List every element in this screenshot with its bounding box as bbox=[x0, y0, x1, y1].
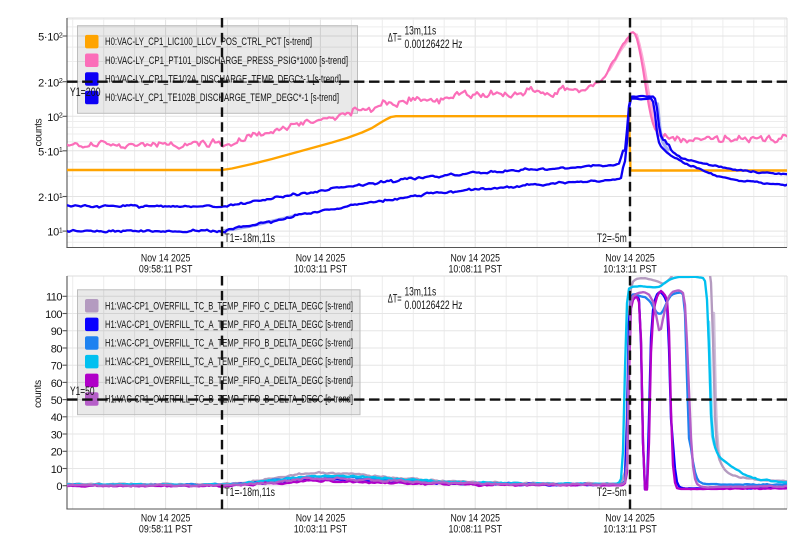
svg-text:0: 0 bbox=[56, 481, 62, 493]
svg-text:80: 80 bbox=[51, 343, 63, 355]
svg-text:H1:VAC-CP1_OVERFILL_TC_A_TEMP_: H1:VAC-CP1_OVERFILL_TC_A_TEMP_FIFO_A_DEL… bbox=[105, 319, 353, 331]
svg-text:Nov 14 2025: Nov 14 2025 bbox=[451, 513, 501, 525]
svg-text:Nov 14 2025: Nov 14 2025 bbox=[451, 253, 501, 265]
svg-text:counts: counts bbox=[33, 380, 44, 408]
svg-text:10: 10 bbox=[51, 464, 63, 476]
svg-text:13m,11s: 13m,11s bbox=[405, 26, 437, 38]
svg-text:30: 30 bbox=[51, 429, 63, 441]
svg-text:T2=-5m: T2=-5m bbox=[597, 485, 627, 499]
svg-text:T1=-18m,11s: T1=-18m,11s bbox=[224, 231, 275, 245]
svg-text:Nov 14 2025: Nov 14 2025 bbox=[605, 513, 655, 525]
svg-text:10:03:11 PST: 10:03:11 PST bbox=[294, 523, 348, 535]
svg-text:20: 20 bbox=[51, 447, 63, 459]
svg-text:13m,11s: 13m,11s bbox=[405, 287, 437, 299]
svg-text:Nov 14 2025: Nov 14 2025 bbox=[296, 253, 346, 265]
svg-text:H1:VAC-CP1_OVERFILL_TC_B_TEMP_: H1:VAC-CP1_OVERFILL_TC_B_TEMP_FIFO_B_DEL… bbox=[105, 394, 353, 406]
svg-text:50: 50 bbox=[51, 395, 63, 407]
svg-text:Nov 14 2025: Nov 14 2025 bbox=[141, 253, 191, 265]
svg-text:110: 110 bbox=[46, 292, 62, 304]
svg-text:10:03:11 PST: 10:03:11 PST bbox=[294, 263, 348, 275]
svg-text:5·102: 5·102 bbox=[38, 32, 63, 44]
svg-text:10:08:11 PST: 10:08:11 PST bbox=[449, 263, 503, 275]
svg-text:Y1=200: Y1=200 bbox=[70, 85, 101, 99]
svg-text:H1:VAC-CP1_OVERFILL_TC_B_TEMP_: H1:VAC-CP1_OVERFILL_TC_B_TEMP_FIFO_C_DEL… bbox=[105, 300, 353, 312]
svg-text:10:13:11 PST: 10:13:11 PST bbox=[603, 263, 657, 275]
svg-text:10:13:11 PST: 10:13:11 PST bbox=[603, 523, 657, 535]
svg-text:70: 70 bbox=[51, 361, 63, 373]
svg-text:0.00126422 Hz: 0.00126422 Hz bbox=[405, 39, 463, 51]
svg-text:H0:VAC-LY_CP1_LIC100_LLCV_POS_: H0:VAC-LY_CP1_LIC100_LLCV_POS_CTRL_PCT [… bbox=[105, 36, 312, 48]
svg-text:ΔT=: ΔT= bbox=[388, 293, 402, 305]
svg-text:100: 100 bbox=[45, 309, 62, 321]
svg-text:T1=-18m,11s: T1=-18m,11s bbox=[224, 485, 275, 499]
svg-text:Nov 14 2025: Nov 14 2025 bbox=[141, 513, 191, 525]
svg-text:0.00126422 Hz: 0.00126422 Hz bbox=[405, 300, 463, 312]
svg-text:counts: counts bbox=[34, 118, 45, 146]
svg-text:Nov 14 2025: Nov 14 2025 bbox=[296, 513, 346, 525]
svg-text:Y1=50: Y1=50 bbox=[70, 384, 95, 398]
svg-text:H1:VAC-CP1_OVERFILL_TC_A_TEMP_: H1:VAC-CP1_OVERFILL_TC_A_TEMP_FIFO_B_DEL… bbox=[105, 338, 353, 350]
svg-text:H1:VAC-CP1_OVERFILL_TC_B_TEMP_: H1:VAC-CP1_OVERFILL_TC_B_TEMP_FIFO_A_DEL… bbox=[105, 375, 353, 387]
svg-text:60: 60 bbox=[51, 378, 63, 390]
svg-text:5·101: 5·101 bbox=[38, 146, 63, 158]
svg-text:90: 90 bbox=[51, 326, 63, 338]
svg-text:2·101: 2·101 bbox=[38, 192, 63, 204]
svg-text:H1:VAC-CP1_OVERFILL_TC_A_TEMP_: H1:VAC-CP1_OVERFILL_TC_A_TEMP_FIFO_C_DEL… bbox=[105, 356, 353, 368]
svg-text:40: 40 bbox=[51, 412, 63, 424]
svg-text:2·102: 2·102 bbox=[38, 77, 63, 89]
svg-text:ΔT=: ΔT= bbox=[388, 32, 402, 44]
svg-text:09:58:11 PST: 09:58:11 PST bbox=[139, 263, 193, 275]
svg-text:T2=-5m: T2=-5m bbox=[597, 231, 627, 245]
svg-text:H0:VAC-LY_CP1_PT101_DISCHARGE_: H0:VAC-LY_CP1_PT101_DISCHARGE_PRESS_PSIG… bbox=[105, 55, 348, 67]
svg-text:09:58:11 PST: 09:58:11 PST bbox=[139, 523, 193, 535]
svg-text:Nov 14 2025: Nov 14 2025 bbox=[605, 253, 655, 265]
svg-text:10:08:11 PST: 10:08:11 PST bbox=[449, 523, 503, 535]
